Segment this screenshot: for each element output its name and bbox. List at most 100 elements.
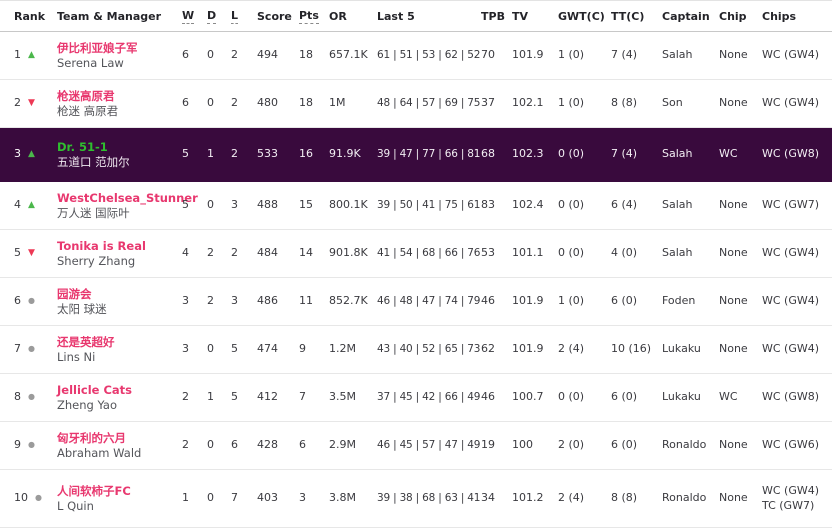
column-header-team: Team & Manager (57, 10, 182, 23)
team-name-link[interactable]: Dr. 51-1 (57, 140, 108, 155)
draws-cell: 0 (207, 96, 214, 110)
chip-cell: None (719, 491, 748, 505)
draws-cell: 1 (207, 147, 214, 161)
table-row[interactable]: 1 ▲ 伊比利亚娘子军 Serena Law 6 0 2 494 18 657.… (0, 32, 832, 80)
rank-cell: 5 ▼ (14, 246, 57, 260)
chip-cell: WC (719, 390, 738, 404)
tpb-cell: 37 (481, 96, 495, 110)
team-manager-cell: WestChelsea_Stunner 万人迷 国际叶 (57, 191, 198, 220)
draws-cell: 0 (207, 491, 214, 505)
chip-cell: None (719, 438, 748, 452)
chip-cell: None (719, 294, 748, 308)
chips-value: WC (GW4) (762, 342, 820, 356)
chips-cell: WC (GW4) (762, 246, 832, 261)
losses-cell: 5 (231, 390, 238, 404)
captain-cell: Foden (662, 294, 696, 308)
captain-cell: Salah (662, 198, 693, 212)
table-row[interactable]: 4 ▲ WestChelsea_Stunner 万人迷 国际叶 5 0 3 48… (0, 182, 832, 230)
column-header-label: W (182, 8, 195, 24)
last5-cell: 37 | 45 | 42 | 66 | 49 (377, 390, 481, 403)
team-name-link[interactable]: Tonika is Real (57, 239, 146, 254)
team-manager-cell: 人间软柿子FC L Quin (57, 484, 182, 513)
chips-value: WC (GW4) (762, 483, 820, 497)
table-body: 1 ▲ 伊比利亚娘子军 Serena Law 6 0 2 494 18 657.… (0, 32, 832, 528)
table-row[interactable]: 9 ● 匈牙利的六月 Abraham Wald 2 0 6 428 6 2.9M… (0, 422, 832, 470)
column-header-w[interactable]: W (182, 9, 207, 24)
wins-cell: 4 (182, 246, 189, 260)
chips-cell: WC (GW4) (762, 342, 832, 357)
team-manager-cell: Jellicle Cats Zheng Yao (57, 383, 182, 412)
team-name-link[interactable]: WestChelsea_Stunner (57, 191, 198, 206)
rank-number: 4 (14, 198, 21, 212)
table-row[interactable]: 8 ● Jellicle Cats Zheng Yao 2 1 5 412 7 … (0, 374, 832, 422)
table-row[interactable]: 7 ● 还是英超好 Lins Ni 3 0 5 474 9 1.2M 43 | … (0, 326, 832, 374)
column-header-or: OR (329, 10, 377, 23)
rank-up-icon: ▲ (28, 199, 35, 210)
last5-cell: 39 | 50 | 41 | 75 | 61 (377, 198, 481, 211)
rank-cell: 2 ▼ (14, 96, 57, 110)
rank-number: 9 (14, 438, 21, 452)
table-row[interactable]: 10 ● 人间软柿子FC L Quin 1 0 7 403 3 3.8M 39 … (0, 470, 832, 528)
tt-cell: 7 (4) (611, 48, 638, 62)
table-row[interactable]: 6 ● 园游会 太阳 球迷 3 2 3 486 11 852.7K 46 | 4… (0, 278, 832, 326)
team-name-link[interactable]: 伊比利亚娘子军 (57, 41, 138, 56)
score-cell: 486 (257, 294, 278, 308)
team-value-cell: 102.1 (512, 96, 544, 110)
team-value-cell: 100.7 (512, 390, 544, 404)
gwt-cell: 0 (0) (558, 198, 585, 212)
manager-name: 五道口 范加尔 (57, 154, 130, 169)
points-cell: 18 (299, 96, 313, 110)
column-header-l[interactable]: L (231, 9, 257, 24)
team-name-link[interactable]: 匈牙利的六月 (57, 431, 126, 446)
rank-down-icon: ▼ (28, 97, 35, 108)
chips-cell: WC (GW4) (762, 294, 832, 309)
chips-value: WC (GW8) (762, 147, 820, 161)
wins-cell: 2 (182, 390, 189, 404)
losses-cell: 3 (231, 294, 238, 308)
column-header-chips: Chips (762, 10, 832, 23)
team-value-cell: 101.1 (512, 246, 544, 260)
gwt-cell: 1 (0) (558, 48, 585, 62)
last5-cell: 43 | 40 | 52 | 65 | 73 (377, 342, 481, 355)
wins-cell: 6 (182, 96, 189, 110)
points-cell: 16 (299, 147, 313, 161)
rank-no-change-icon: ● (28, 296, 35, 306)
team-name-link[interactable]: Jellicle Cats (57, 383, 133, 398)
manager-name: 太阳 球迷 (57, 301, 107, 316)
column-header-label: OR (329, 9, 347, 23)
column-header-d[interactable]: D (207, 9, 231, 24)
captain-cell: Lukaku (662, 342, 701, 356)
rank-number: 7 (14, 342, 21, 356)
score-cell: 484 (257, 246, 278, 260)
table-row[interactable]: 5 ▼ Tonika is Real Sherry Zhang 4 2 2 48… (0, 230, 832, 278)
score-cell: 480 (257, 96, 278, 110)
team-name-link[interactable]: 还是英超好 (57, 335, 115, 350)
team-name-link[interactable]: 枪迷高原君 (57, 89, 115, 104)
table-row[interactable]: 2 ▼ 枪迷高原君 枪迷 高原君 6 0 2 480 18 1M 48 | 64… (0, 80, 832, 128)
column-header-gwt: GWT(C) (558, 10, 611, 23)
team-name-link[interactable]: 园游会 (57, 287, 92, 302)
column-header-pts[interactable]: Pts (299, 9, 329, 24)
team-value-cell: 101.9 (512, 294, 544, 308)
chip-cell: None (719, 96, 748, 110)
gwt-cell: 0 (0) (558, 147, 585, 161)
last5-cell: 46 | 48 | 47 | 74 | 79 (377, 294, 481, 307)
manager-name: 万人迷 国际叶 (57, 205, 130, 220)
wins-cell: 2 (182, 438, 189, 452)
tpb-cell: 62 (481, 342, 495, 356)
team-manager-cell: 园游会 太阳 球迷 (57, 287, 182, 316)
overall-rank-cell: 1.2M (329, 342, 356, 356)
overall-rank-cell: 2.9M (329, 438, 356, 452)
column-header-label: Score (257, 9, 292, 23)
table-row[interactable]: 3 ▲ Dr. 51-1 五道口 范加尔 5 1 2 533 16 91.9K … (0, 128, 832, 182)
column-header-label: Last 5 (377, 9, 415, 23)
chips-value: WC (GW6) (762, 438, 820, 452)
column-header-rank: Rank (14, 10, 57, 23)
tpb-cell: 46 (481, 390, 495, 404)
team-value-cell: 101.9 (512, 342, 544, 356)
overall-rank-cell: 3.5M (329, 390, 356, 404)
score-cell: 533 (257, 147, 278, 161)
captain-cell: Salah (662, 246, 693, 260)
team-name-link[interactable]: 人间软柿子FC (57, 484, 131, 499)
